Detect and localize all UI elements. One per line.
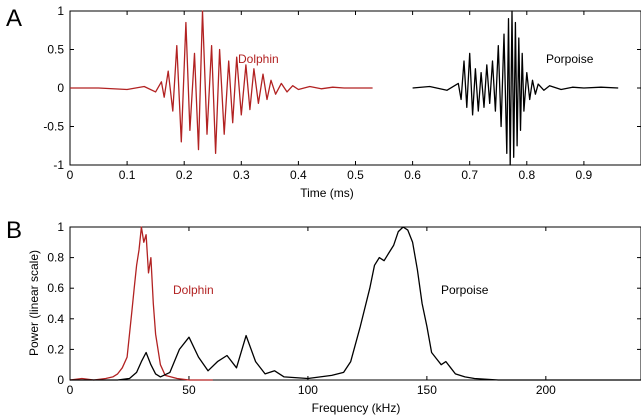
x-tick-label: 0.7 [461, 168, 478, 182]
x-tick-label: 0.1 [119, 168, 136, 182]
x-tick-label: 0.2 [176, 168, 193, 182]
panel-a-xlabel: Time (ms) [300, 186, 354, 200]
y-tick-label: 1 [57, 4, 64, 18]
series-line-porpoise [70, 226, 641, 381]
series-line-dolphin [70, 10, 373, 155]
x-tick-label: 0.8 [518, 168, 535, 182]
panel-b-series [69, 226, 641, 381]
panel-a-annotation-porpoise: Porpoise [546, 52, 594, 66]
y-tick-label: 0.5 [47, 43, 64, 57]
y-tick-label: 0 [57, 81, 64, 95]
y-tick-label: 0.6 [47, 281, 64, 295]
y-tick-label: 0.2 [47, 342, 64, 356]
panel-a-annotation-dolphin: Dolphin [238, 52, 279, 66]
x-tick-label: 0 [67, 383, 74, 397]
panel-b-annotation-dolphin: Dolphin [173, 283, 214, 297]
panel-a-yticks: -1 -0.5 0 0.5 1 [43, 4, 641, 172]
panel-b-frame [69, 226, 641, 381]
series-line-dolphin [69, 226, 213, 381]
panel-b-xticks: 0 50 100 150 200 [67, 227, 556, 397]
panel-b-xlabel: Frequency (kHz) [312, 401, 401, 415]
panel-b-annotation-porpoise: Porpoise [441, 283, 489, 297]
x-tick-label: 100 [298, 383, 318, 397]
panel-a: 0 0.1 0.2 0.3 0.4 0.5 0.6 0.7 0.8 0.9 -1 -0.5 0 0.5 1… [43, 4, 641, 200]
y-tick-label: 1 [57, 220, 64, 234]
panel-b-ylabel: Power (linear scale) [27, 250, 41, 356]
panel-a-xticks: 0 0.1 0.2 0.3 0.4 0.5 0.6 0.7 0.8 0.9 [67, 11, 593, 182]
panel-b-yticks: 0 0.2 0.4 0.6 0.8 1 [47, 220, 641, 387]
x-tick-label: 0.4 [290, 168, 307, 182]
panel-label-b: B [6, 217, 22, 244]
y-tick-label: 0.4 [47, 312, 64, 326]
x-tick-label: 0 [67, 168, 74, 182]
x-tick-label: 200 [536, 383, 556, 397]
x-tick-label: 150 [417, 383, 437, 397]
y-tick-label: 0.8 [47, 251, 64, 265]
series-line-porpoise [412, 10, 619, 166]
x-tick-label: 0.5 [347, 168, 364, 182]
x-tick-label: 50 [182, 383, 196, 397]
x-tick-label: 0.6 [404, 168, 421, 182]
x-tick-label: 0.3 [233, 168, 250, 182]
y-tick-label: -1 [53, 158, 64, 172]
y-tick-label: 0 [57, 373, 64, 387]
y-tick-label: -0.5 [43, 120, 64, 134]
panel-b: 0 50 100 150 200 0 0.2 0.4 0.6 0.8 1 Frequency (k… [27, 220, 641, 415]
x-tick-label: 0.9 [576, 168, 593, 182]
panel-a-series [70, 10, 619, 166]
panel-label-a: A [6, 5, 22, 32]
